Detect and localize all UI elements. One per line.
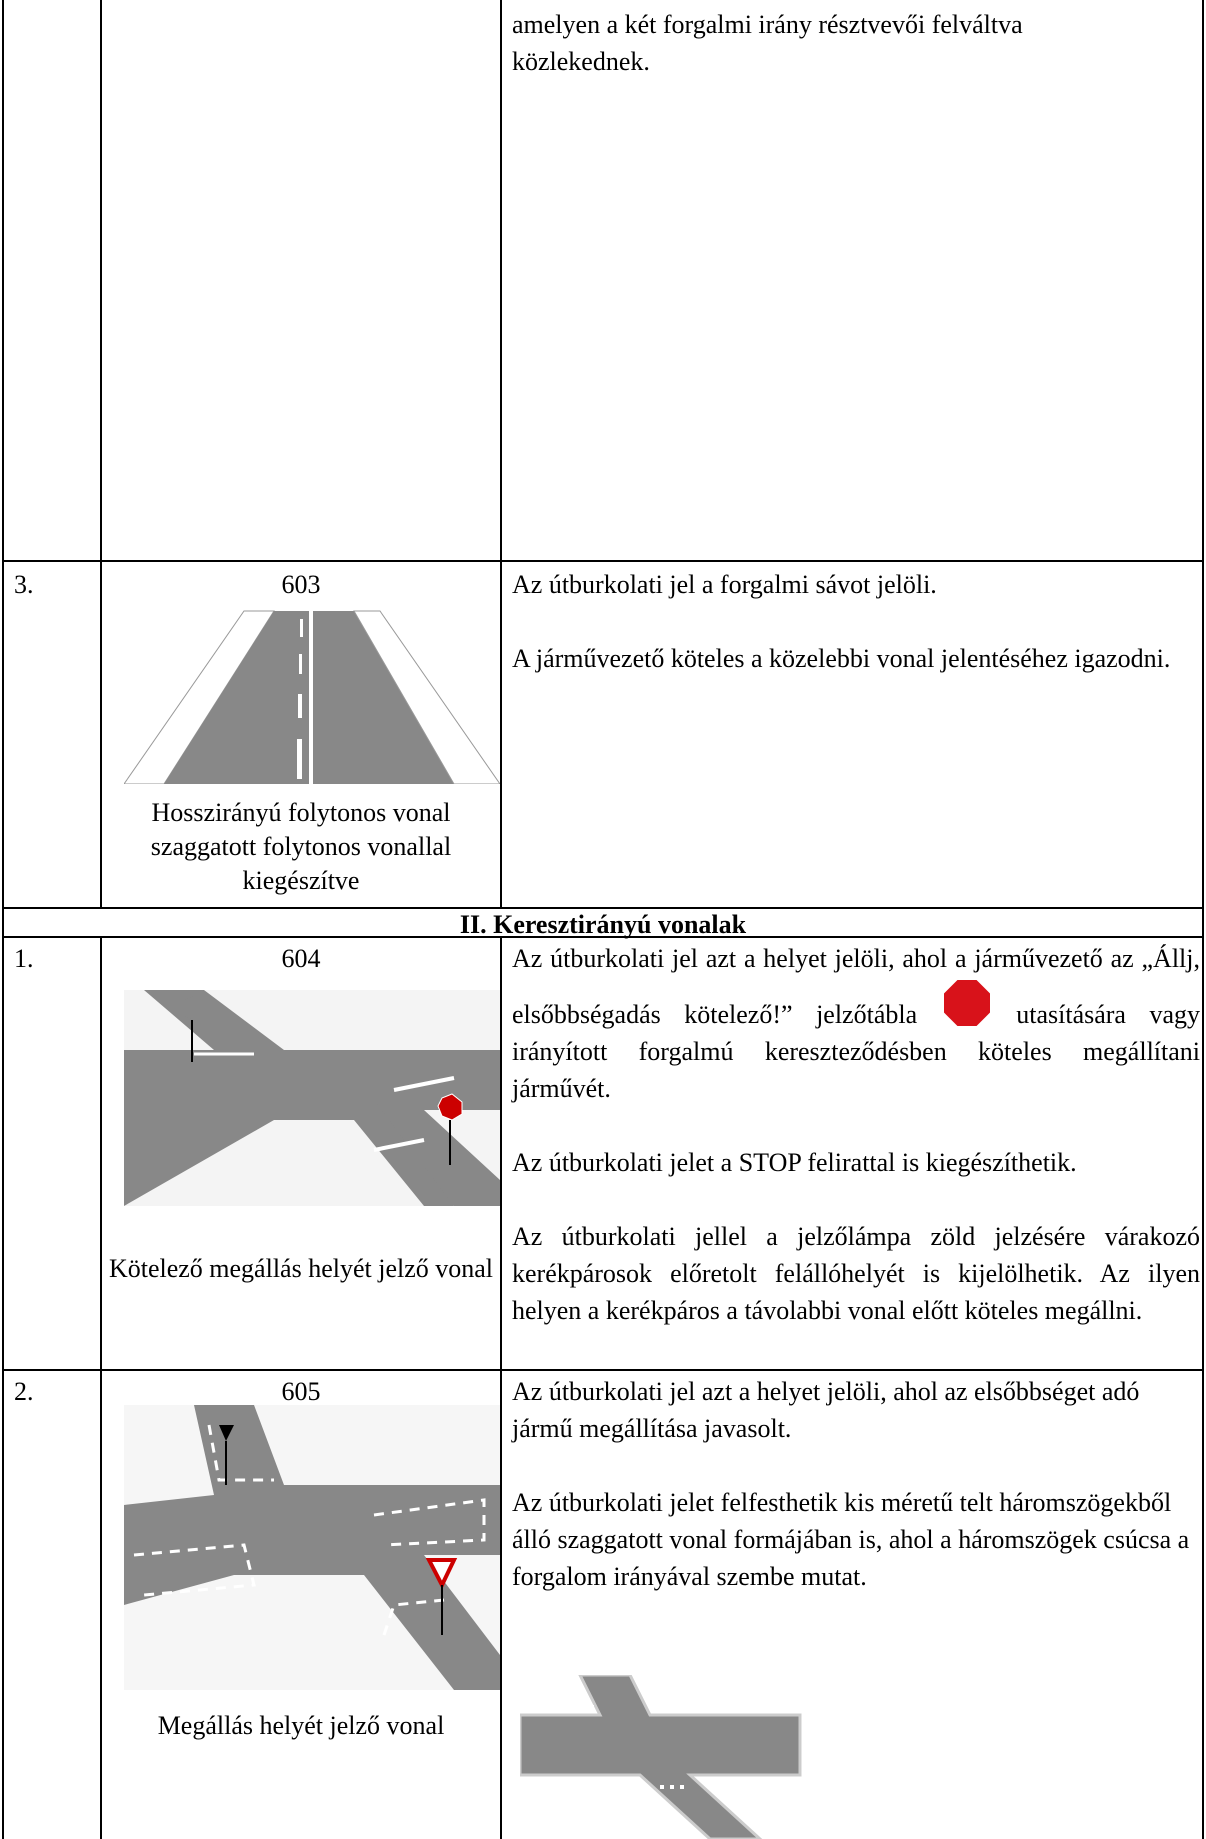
text: Az útburkolati jel azt a helyet jelöli, … [512,944,1200,1029]
cell-text: Az útburkolati jel azt a helyet jelöli, … [512,940,1200,1366]
paragraph: A járművezető köteles a közelebbi vonal … [512,644,1171,673]
row-number: 2. [14,1377,34,1406]
border [2,560,1204,562]
cell-text: Az útburkolati jel a forgalmi sávot jelö… [512,566,1200,714]
border [2,907,1204,909]
illustration [124,1405,500,1690]
border [2,936,1204,938]
illustration [520,1675,802,1839]
sign-code: 604 [281,944,321,973]
border [1202,0,1204,1839]
cell-text: Az útburkolati jel azt a helyet jelöli, … [512,1373,1200,1632]
paragraph: Az útburkolati jel a forgalmi sávot jelö… [512,570,937,599]
sign-code: 605 [281,1377,321,1406]
border [2,0,4,1839]
sign-caption: Kötelező megállás helyét jelző vonal [108,1254,494,1283]
paragraph: Az útburkolati jel azt a helyet jelöli, … [512,1377,1140,1443]
sign-caption: Megállás helyét jelző vonal [157,1711,445,1740]
border [100,0,102,908]
illustration [124,610,500,784]
sign-caption: Hosszirányú folytonos vonal szaggatott f… [150,798,452,895]
border [500,937,502,1839]
section-title: II. Keresztirányú vonalak [459,910,747,939]
sign-code: 603 [281,570,321,599]
paragraph: Az útburkolati jel azt a helyet jelöli, … [512,940,1200,1107]
border [2,1369,1204,1371]
paragraph: Az útburkolati jelet felfesthetik kis mé… [512,1488,1190,1591]
illustration [124,990,500,1206]
border [100,937,102,1839]
cell-text: amelyen a két forgalmi irány résztvevői … [512,10,1023,76]
paragraph: Az útburkolati jellel a jelzőlámpa zöld … [512,1222,1200,1325]
row-number: 1. [14,944,34,973]
stop-sign-icon [941,978,992,1028]
paragraph: Az útburkolati jelet a STOP felirattal i… [512,1148,1077,1177]
border [500,0,502,908]
row-number: 3. [14,570,34,599]
text: utasítására vagy irányított forgalmú ker… [512,1000,1201,1103]
